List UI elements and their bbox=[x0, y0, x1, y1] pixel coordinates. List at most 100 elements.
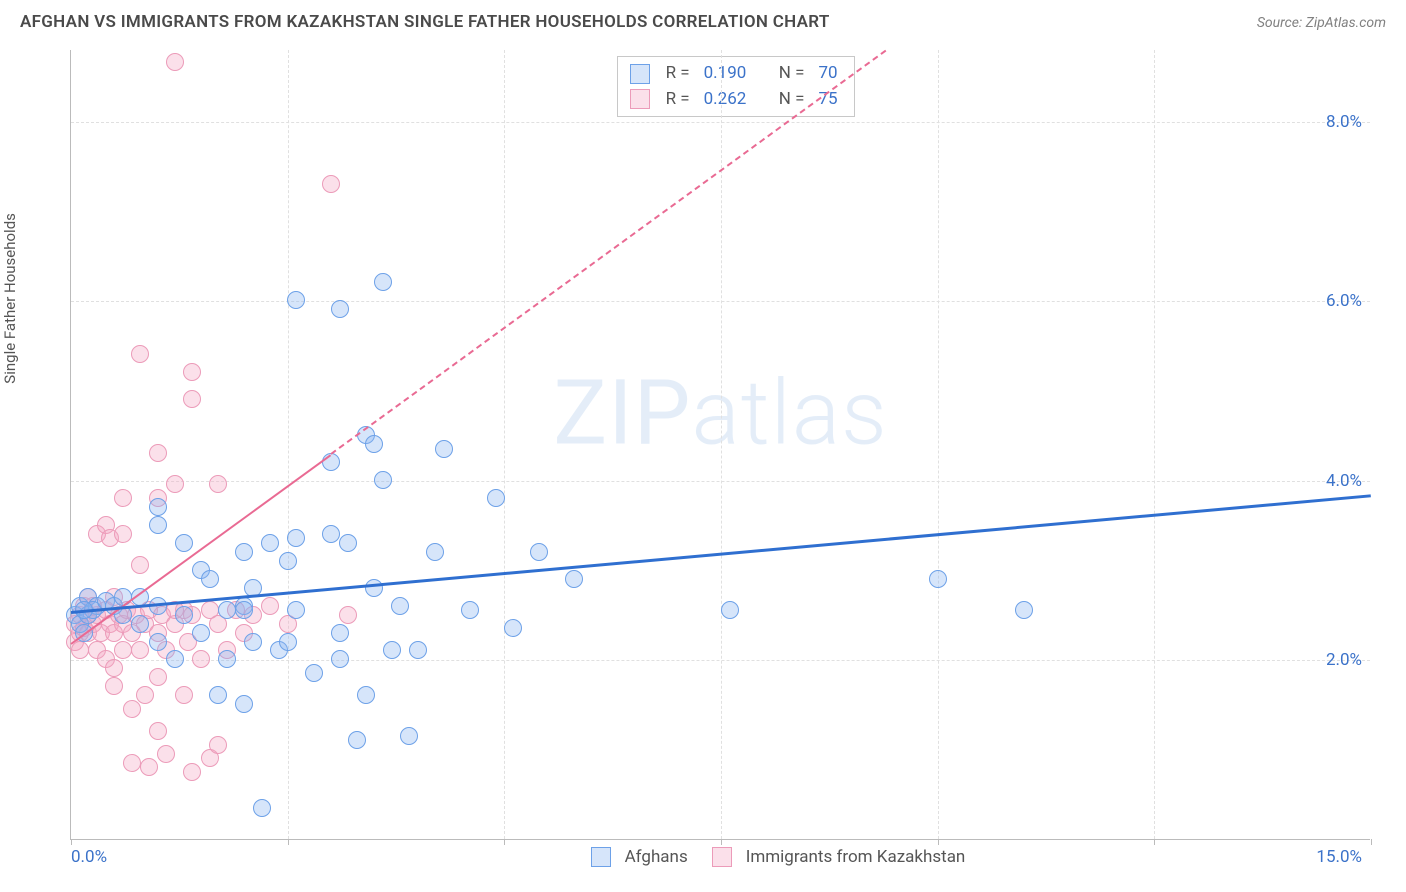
point-b bbox=[131, 345, 149, 363]
point-a bbox=[218, 601, 236, 619]
point-b bbox=[157, 745, 175, 763]
point-a bbox=[365, 435, 383, 453]
x-tick bbox=[1154, 839, 1155, 845]
point-a bbox=[374, 273, 392, 291]
point-a bbox=[374, 471, 392, 489]
point-a bbox=[391, 597, 409, 615]
point-a bbox=[1015, 601, 1033, 619]
point-a bbox=[461, 601, 479, 619]
x-max-label: 15.0% bbox=[1316, 847, 1362, 867]
n-label: N = bbox=[779, 87, 805, 113]
x-min-label: 0.0% bbox=[71, 847, 107, 867]
point-a bbox=[331, 300, 349, 318]
point-b bbox=[114, 641, 132, 659]
x-tick bbox=[938, 839, 939, 845]
point-a bbox=[348, 731, 366, 749]
point-a bbox=[929, 570, 947, 588]
point-b bbox=[322, 175, 340, 193]
point-b bbox=[123, 700, 141, 718]
point-a bbox=[235, 695, 253, 713]
point-a bbox=[149, 633, 167, 651]
r-value-b: 0.262 bbox=[704, 87, 747, 113]
point-a bbox=[409, 641, 427, 659]
swatch-b-2 bbox=[712, 847, 732, 867]
stat-row-b: R = 0.262 N = 75 bbox=[630, 87, 842, 113]
chart-title: AFGHAN VS IMMIGRANTS FROM KAZAKHSTAN SIN… bbox=[20, 12, 830, 32]
series-item-b: Immigrants from Kazakhstan bbox=[712, 847, 966, 867]
series-a-label: Afghans bbox=[625, 847, 688, 867]
trend-b bbox=[330, 50, 886, 455]
y-tick-label: 6.0% bbox=[1326, 291, 1362, 311]
swatch-a bbox=[630, 64, 650, 84]
point-b bbox=[105, 677, 123, 695]
r-label: R = bbox=[666, 87, 690, 113]
point-a bbox=[131, 615, 149, 633]
point-a bbox=[530, 543, 548, 561]
point-b bbox=[149, 668, 167, 686]
point-a bbox=[305, 664, 323, 682]
series-legend: Afghans Immigrants from Kazakhstan bbox=[591, 847, 966, 867]
point-a bbox=[235, 601, 253, 619]
point-a bbox=[149, 498, 167, 516]
series-item-a: Afghans bbox=[591, 847, 688, 867]
point-a bbox=[339, 534, 357, 552]
point-a bbox=[192, 624, 210, 642]
point-b bbox=[140, 758, 158, 776]
point-b bbox=[192, 650, 210, 668]
point-b bbox=[183, 363, 201, 381]
point-a bbox=[175, 534, 193, 552]
y-tick-label: 8.0% bbox=[1326, 112, 1362, 132]
point-a bbox=[487, 489, 505, 507]
point-a bbox=[287, 601, 305, 619]
point-a bbox=[721, 601, 739, 619]
grid-v bbox=[288, 50, 289, 839]
n-label: N = bbox=[779, 61, 805, 87]
stat-legend: R = 0.190 N = 70 R = 0.262 N = 75 bbox=[617, 56, 855, 117]
point-a bbox=[201, 570, 219, 588]
point-a bbox=[383, 641, 401, 659]
point-b bbox=[261, 597, 279, 615]
swatch-a-2 bbox=[591, 847, 611, 867]
point-b bbox=[166, 53, 184, 71]
point-a bbox=[261, 534, 279, 552]
r-label: R = bbox=[666, 61, 690, 87]
point-b bbox=[131, 641, 149, 659]
x-tick bbox=[1371, 839, 1372, 845]
point-a bbox=[244, 633, 262, 651]
y-tick-label: 4.0% bbox=[1326, 471, 1362, 491]
point-a bbox=[218, 650, 236, 668]
point-a bbox=[565, 570, 583, 588]
point-b bbox=[123, 754, 141, 772]
point-b bbox=[114, 525, 132, 543]
series-b-label: Immigrants from Kazakhstan bbox=[746, 847, 966, 867]
point-a bbox=[287, 291, 305, 309]
point-b bbox=[183, 763, 201, 781]
point-b bbox=[149, 444, 167, 462]
grid-v bbox=[504, 50, 505, 839]
r-value-a: 0.190 bbox=[704, 61, 747, 87]
point-a bbox=[504, 619, 522, 637]
point-b bbox=[166, 475, 184, 493]
y-tick-label: 2.0% bbox=[1326, 650, 1362, 670]
point-a bbox=[175, 606, 193, 624]
point-a bbox=[209, 686, 227, 704]
point-a bbox=[166, 650, 184, 668]
plot-region: ZIPatlas R = 0.190 N = 70 R = 0.262 N = … bbox=[70, 50, 1370, 840]
point-a bbox=[435, 440, 453, 458]
point-b bbox=[183, 390, 201, 408]
point-b bbox=[149, 722, 167, 740]
point-b bbox=[105, 659, 123, 677]
point-a bbox=[114, 588, 132, 606]
x-tick bbox=[288, 839, 289, 845]
x-tick bbox=[71, 839, 72, 845]
point-b bbox=[131, 556, 149, 574]
point-b bbox=[209, 736, 227, 754]
grid-v bbox=[1154, 50, 1155, 839]
point-a bbox=[426, 543, 444, 561]
point-a bbox=[279, 552, 297, 570]
point-b bbox=[71, 641, 89, 659]
point-a bbox=[287, 529, 305, 547]
point-a bbox=[365, 579, 383, 597]
point-b bbox=[339, 606, 357, 624]
point-a bbox=[322, 525, 340, 543]
